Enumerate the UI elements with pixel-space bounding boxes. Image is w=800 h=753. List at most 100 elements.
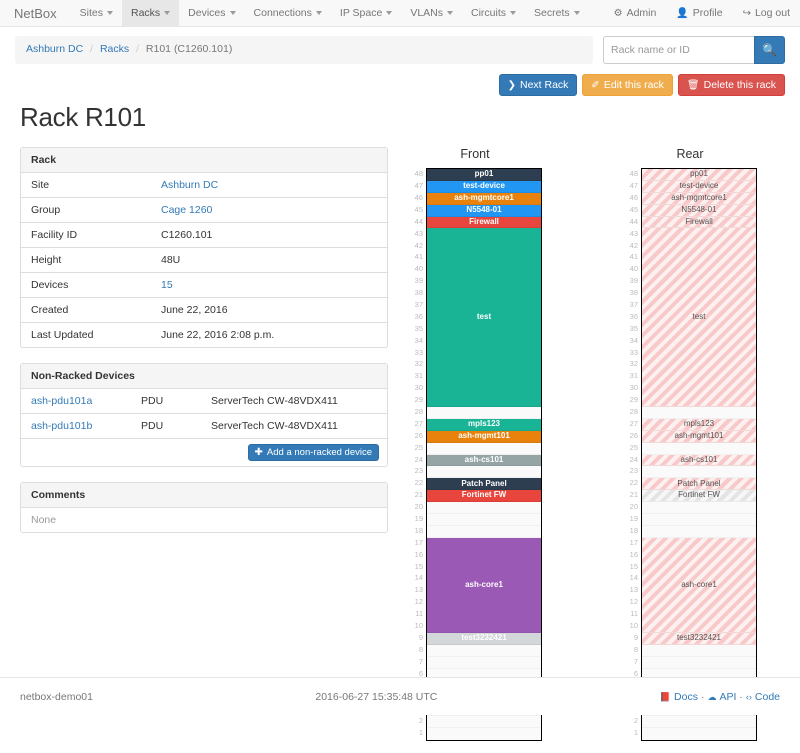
rack-unit-empty-1[interactable] — [427, 728, 541, 740]
rack-device-label: test — [692, 312, 706, 321]
rack-unit-empty-28[interactable] — [427, 406, 541, 419]
rack-device-mpls123[interactable]: mpls123 — [642, 418, 756, 431]
edit-this-rack-button[interactable]: ✐ Edit this rack — [582, 74, 673, 96]
rack-device-ash-cs101[interactable]: ash-cs101 — [642, 454, 756, 467]
nav-log-out[interactable]: ↪ Log out — [733, 0, 800, 26]
rack-unit-empty-25[interactable] — [427, 442, 541, 455]
rack-device-patch-panel[interactable]: Patch Panel — [427, 478, 541, 491]
rack-device-test3232421[interactable]: test3232421 — [642, 632, 756, 645]
rack-device-ash-mgmtcore1[interactable]: ash-mgmtcore1 — [642, 192, 756, 205]
rack-unit-empty-2[interactable] — [427, 716, 541, 729]
rack-unit-empty-18[interactable] — [642, 525, 756, 538]
unit-number-20: 20 — [629, 502, 638, 512]
breadcrumb-racks[interactable]: Racks — [99, 43, 130, 55]
rack-device-label: ash-mgmtcore1 — [454, 193, 514, 203]
device-link[interactable]: ash-pdu101b — [31, 420, 93, 432]
rack-unit-empty-20[interactable] — [427, 502, 541, 514]
delete-this-rack-button[interactable]: 🗑 Delete this rack — [677, 74, 785, 96]
rack-device-test-device[interactable]: test-device — [427, 180, 541, 193]
rack-info-link[interactable]: 15 — [161, 279, 173, 291]
rack-unit-empty-2[interactable] — [642, 716, 756, 729]
rack-info-value[interactable]: Cage 1260 — [151, 197, 387, 223]
add-nonracked-device-button[interactable]: ✚ Add a non-racked device — [247, 444, 379, 461]
rack-device-ash-core1[interactable]: ash-core1 — [642, 537, 756, 633]
rack-unit-empty-18[interactable] — [427, 525, 541, 538]
rack-device-label: Patch Panel — [461, 478, 507, 488]
rack-unit-empty-7[interactable] — [642, 656, 756, 669]
unit-number-2: 2 — [633, 716, 638, 726]
unit-number-27: 27 — [414, 418, 423, 428]
rack-unit-empty-23[interactable] — [642, 466, 756, 479]
rack-unit-empty-25[interactable] — [642, 442, 756, 455]
nav-item-secrets[interactable]: Secrets — [525, 0, 589, 26]
rack-device-mpls123[interactable]: mpls123 — [427, 418, 541, 431]
device-link[interactable]: ash-pdu101a — [31, 395, 93, 407]
nav-item-connections[interactable]: Connections — [245, 0, 331, 26]
rack-device-patch-panel[interactable]: Patch Panel — [642, 478, 756, 491]
rack-device-ash-core1[interactable]: ash-core1 — [427, 537, 541, 633]
rack-device-ash-cs101[interactable]: ash-cs101 — [427, 454, 541, 467]
nav-admin[interactable]: ⚙ Admin — [604, 0, 667, 26]
next-rack-button[interactable]: ❯ Next Rack — [498, 74, 578, 96]
rack-unit-empty-19[interactable] — [642, 513, 756, 526]
nonracked-device-name[interactable]: ash-pdu101a — [21, 389, 131, 414]
brand-logo[interactable]: NetBox — [14, 5, 57, 21]
unit-number-34: 34 — [414, 335, 423, 345]
rack-device-test3232421[interactable]: test3232421 — [427, 632, 541, 645]
nonracked-device-name[interactable]: ash-pdu101b — [21, 413, 131, 438]
rack-unit-empty-28[interactable] — [642, 406, 756, 419]
rack-device-pp01[interactable]: pp01 — [427, 169, 541, 181]
rack-device-ash-mgmtcore1[interactable]: ash-mgmtcore1 — [427, 192, 541, 205]
rack-device-test[interactable]: test — [427, 228, 541, 407]
nonracked-device-role: PDU — [141, 395, 164, 407]
footer-link-docs[interactable]: Docs — [674, 690, 698, 703]
cloud-icon: ☁ — [707, 691, 717, 702]
rack-unit-empty-8[interactable] — [642, 644, 756, 657]
rack-unit-empty-23[interactable] — [427, 466, 541, 479]
rack-device-firewall[interactable]: Firewall — [642, 216, 756, 229]
rack-device-test[interactable]: test — [642, 228, 756, 407]
footer-link-code[interactable]: Code — [754, 690, 780, 703]
rack-unit-empty-7[interactable] — [427, 656, 541, 669]
unit-number-25: 25 — [414, 442, 423, 452]
rack-device-ash-mgmt101[interactable]: ash-mgmt101 — [642, 430, 756, 443]
rack-device-pp01[interactable]: pp01 — [642, 169, 756, 181]
nav-item-sites[interactable]: Sites — [71, 0, 122, 26]
unit-number-15: 15 — [414, 561, 423, 571]
rack-info-row: Facility ID C1260.101 — [21, 222, 387, 248]
nav-item-circuits[interactable]: Circuits — [462, 0, 525, 26]
nav-item-label: IP Space — [339, 7, 383, 19]
unit-number-35: 35 — [629, 323, 638, 333]
unit-number-44: 44 — [414, 216, 423, 226]
rack-device-fortinet-fw[interactable]: Fortinet FW — [427, 490, 541, 503]
rack-info-link[interactable]: Cage 1260 — [161, 204, 213, 216]
rack-device-label: test-device — [679, 181, 719, 191]
nav-item-vlans[interactable]: VLANs — [401, 0, 462, 26]
rack-unit-empty-1[interactable] — [642, 728, 756, 740]
rack-info-value[interactable]: Ashburn DC — [151, 173, 387, 198]
rack-unit-empty-8[interactable] — [427, 644, 541, 657]
rack-info-link[interactable]: Ashburn DC — [161, 179, 219, 191]
nav-item-ip-space[interactable]: IP Space — [331, 0, 401, 26]
nav-item-racks[interactable]: Racks — [121, 0, 180, 26]
rack-device-n5548-01[interactable]: N5548-01 — [427, 204, 541, 217]
rack-device-n5548-01[interactable]: N5548-01 — [642, 204, 756, 217]
rack-device-label: Firewall — [685, 216, 713, 226]
nav-profile[interactable]: 👤 Profile — [666, 0, 732, 26]
footer-link-api[interactable]: API — [719, 690, 737, 703]
unit-number-6: 6 — [633, 668, 638, 678]
rack-device-test-device[interactable]: test-device — [642, 180, 756, 193]
rack-unit-empty-20[interactable] — [642, 502, 756, 514]
search-input[interactable] — [603, 36, 754, 64]
rack-unit-empty-19[interactable] — [427, 513, 541, 526]
unit-number-15: 15 — [629, 561, 638, 571]
rack-device-ash-mgmt101[interactable]: ash-mgmt101 — [427, 430, 541, 443]
rack-device-fortinet-fw[interactable]: Fortinet FW — [642, 490, 756, 503]
nav-item-devices[interactable]: Devices — [179, 0, 244, 26]
breadcrumb-site[interactable]: Ashburn DC — [26, 43, 84, 55]
search-button[interactable]: 🔍 — [754, 36, 785, 64]
unit-number-12: 12 — [629, 597, 638, 607]
rack-info-value[interactable]: 15 — [151, 272, 387, 298]
rack-device-firewall[interactable]: Firewall — [427, 216, 541, 229]
rack-info-label: Created — [21, 297, 151, 323]
